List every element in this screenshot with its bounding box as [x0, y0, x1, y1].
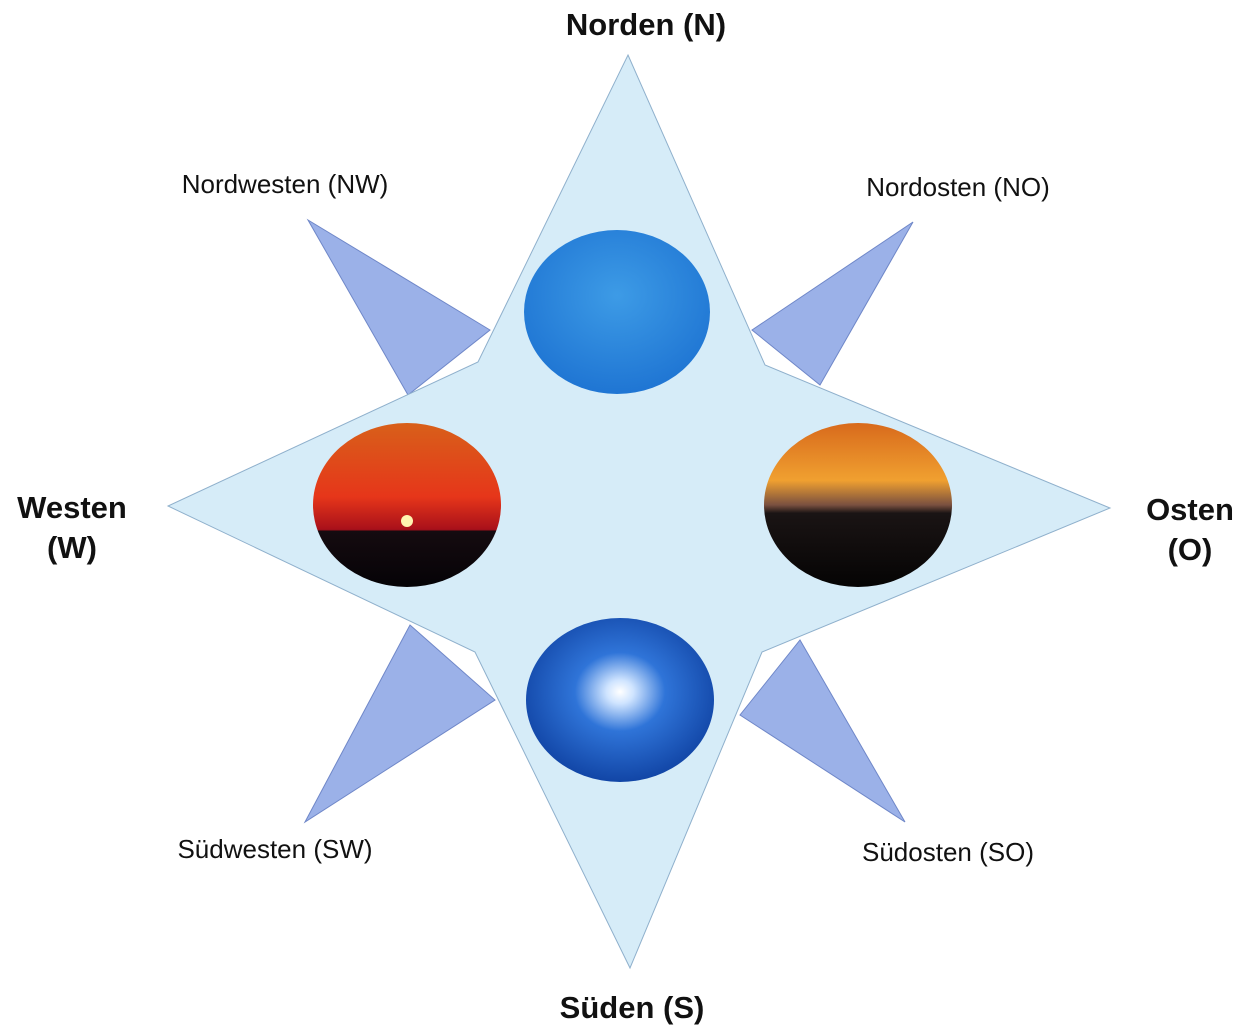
label-northwest: Nordwesten (NW)	[182, 169, 389, 199]
north-image	[524, 230, 710, 394]
west-sun	[401, 515, 413, 527]
label-east: Osten	[1146, 492, 1234, 527]
east-image	[764, 423, 952, 587]
label-west: Westen	[17, 490, 127, 525]
label-east-abbr: (O)	[1168, 532, 1213, 567]
label-southwest: Südwesten (SW)	[177, 834, 372, 864]
diagonal-rays	[303, 218, 914, 824]
label-south: Süden (S)	[560, 990, 705, 1025]
west-image	[313, 423, 501, 587]
label-north: Norden (N)	[566, 7, 726, 42]
label-west-abbr: (W)	[47, 530, 97, 565]
main-star	[166, 53, 1112, 970]
label-southeast: Südosten (SO)	[862, 837, 1034, 867]
label-northeast: Nordosten (NO)	[866, 172, 1050, 202]
south-image	[526, 618, 714, 782]
